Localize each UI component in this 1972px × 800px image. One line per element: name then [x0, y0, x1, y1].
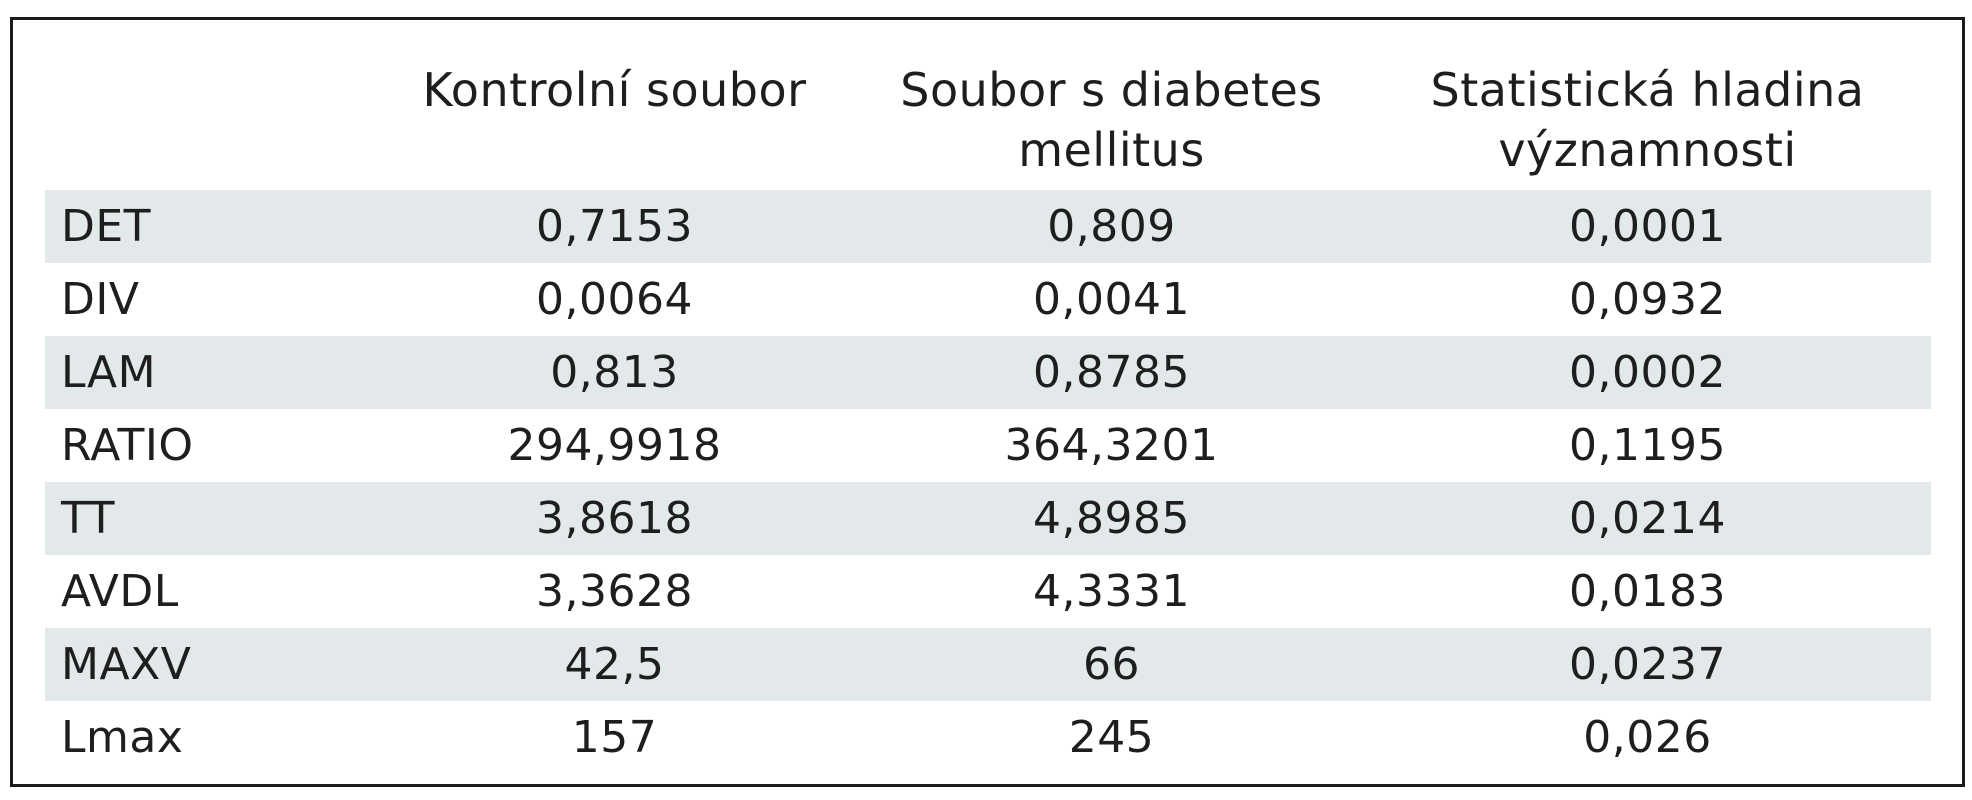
row-label: LAM [45, 336, 370, 409]
row-label: AVDL [61, 566, 179, 617]
results-table: Kontrolní soubor Soubor s diabetes melli… [45, 50, 1931, 774]
control-value: 3,3628 [536, 566, 693, 617]
diabetes-value: 4,3331 [1033, 566, 1190, 617]
row-label: RATIO [61, 420, 194, 471]
significance-value: 0,0932 [1569, 274, 1726, 325]
table-row: MAXV 42,5 66 0,0237 [45, 628, 1931, 701]
header-empty [45, 50, 370, 190]
table-row: RATIO 294,9918 364,3201 0,1195 [45, 409, 1931, 482]
row-label: Lmax [61, 712, 184, 763]
diabetes-value: 0,8785 [859, 336, 1364, 409]
table-row: DIV 0,0064 0,0041 0,0932 [45, 263, 1931, 336]
diabetes-value: 4,8985 [859, 482, 1364, 555]
table-header: Kontrolní soubor Soubor s diabetes melli… [45, 50, 1931, 190]
header-significance: Statistická hladina významnosti [1430, 63, 1865, 177]
row-label: TT [45, 482, 370, 555]
control-value: 294,9918 [507, 420, 722, 471]
diabetes-value: 66 [859, 628, 1364, 701]
table-row: Lmax 157 245 0,026 [45, 701, 1931, 774]
significance-value: 0,0214 [1364, 482, 1931, 555]
significance-value: 0,0237 [1364, 628, 1931, 701]
significance-value: 0,0002 [1364, 336, 1931, 409]
table-row: DET 0,7153 0,809 0,0001 [45, 190, 1931, 263]
header-control-group: Kontrolní soubor [422, 63, 807, 117]
diabetes-value: 0,809 [859, 190, 1364, 263]
row-label: DIV [61, 274, 140, 325]
control-value: 157 [571, 712, 658, 763]
table-row: AVDL 3,3628 4,3331 0,0183 [45, 555, 1931, 628]
table-body: DET 0,7153 0,809 0,0001 DIV 0,0064 0,004… [45, 190, 1931, 774]
control-value: 0,0064 [536, 274, 693, 325]
header-row: Kontrolní soubor Soubor s diabetes melli… [45, 50, 1931, 190]
row-label: MAXV [45, 628, 370, 701]
row-label: DET [45, 190, 370, 263]
diabetes-value: 245 [1068, 712, 1155, 763]
significance-value: 0,0183 [1569, 566, 1726, 617]
table-row: LAM 0,813 0,8785 0,0002 [45, 336, 1931, 409]
significance-value: 0,026 [1583, 712, 1712, 763]
header-diabetes-group: Soubor s diabetes mellitus [900, 63, 1323, 177]
control-value: 3,8618 [370, 482, 859, 555]
control-value: 0,7153 [370, 190, 859, 263]
diabetes-value: 364,3201 [1004, 420, 1219, 471]
table-row: TT 3,8618 4,8985 0,0214 [45, 482, 1931, 555]
significance-value: 0,0001 [1364, 190, 1931, 263]
significance-value: 0,1195 [1569, 420, 1726, 471]
control-value: 42,5 [370, 628, 859, 701]
diabetes-value: 0,0041 [1033, 274, 1190, 325]
table-frame [10, 17, 1965, 787]
control-value: 0,813 [370, 336, 859, 409]
